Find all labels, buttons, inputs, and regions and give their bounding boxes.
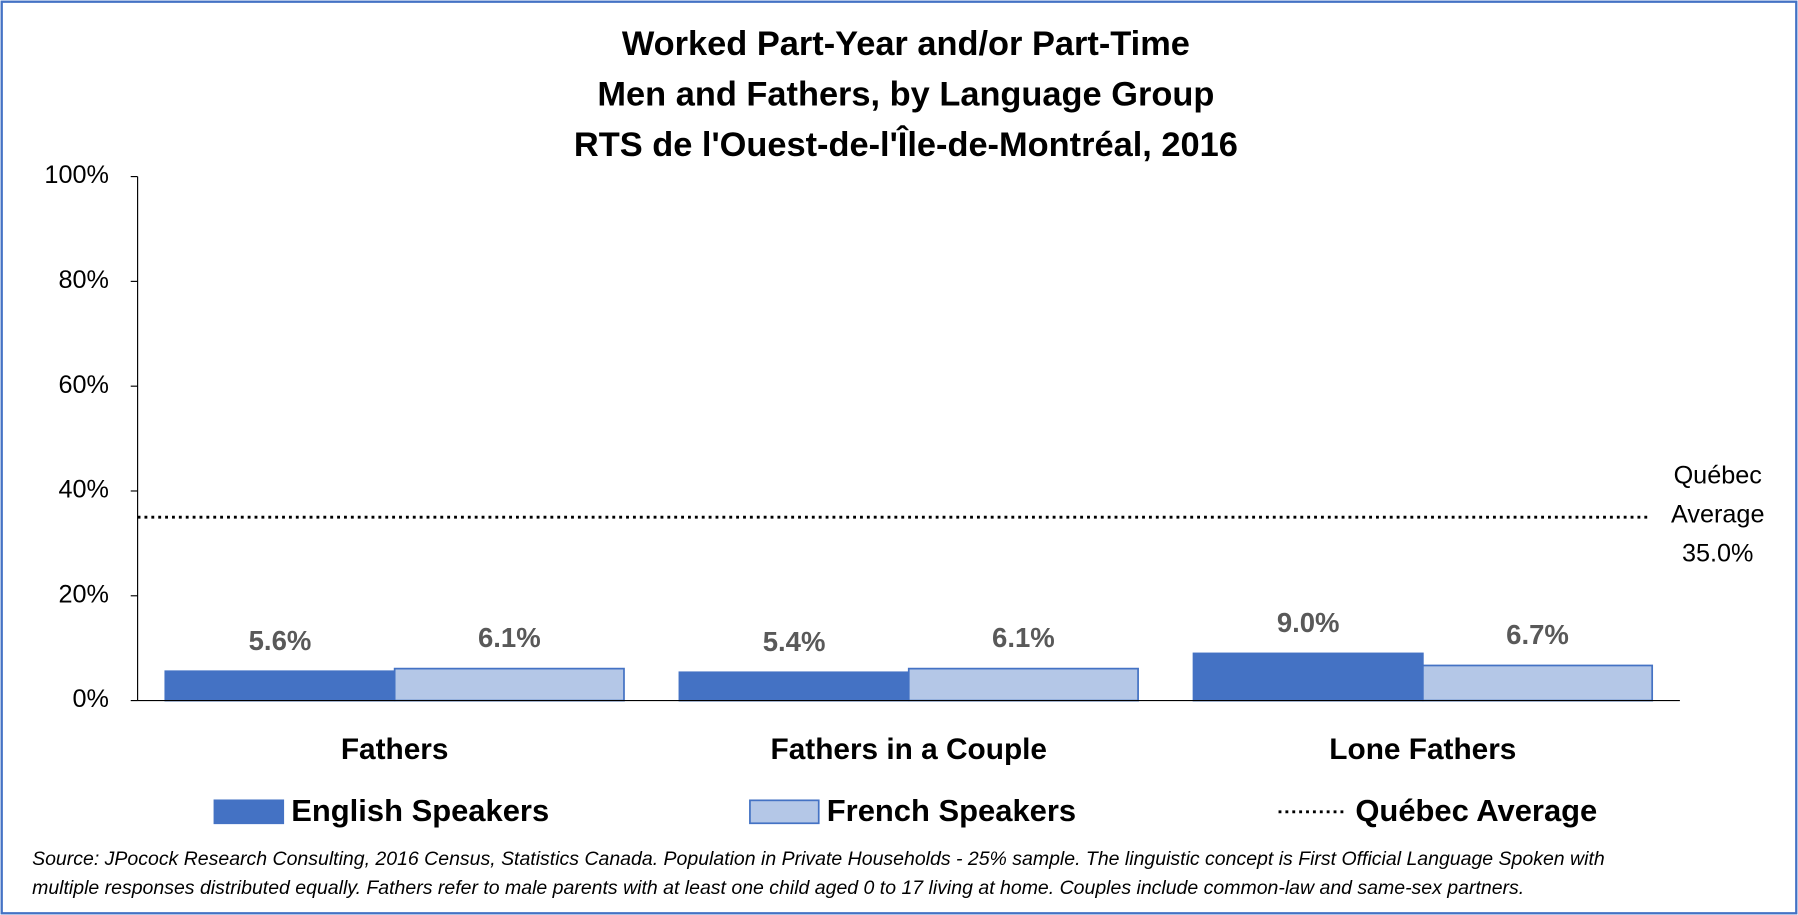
source-note: multiple responses distributed equally. … — [32, 877, 1524, 899]
bar — [393, 667, 625, 702]
x-tick-label: Fathers in a Couple — [770, 733, 1047, 766]
data-label: 6.7% — [1506, 619, 1569, 650]
bar — [1421, 664, 1654, 702]
data-label: 5.4% — [763, 626, 826, 657]
x-tick-label: Lone Fathers — [1329, 733, 1516, 766]
data-label: 5.6% — [249, 625, 312, 656]
legend-label: Québec Average — [1355, 793, 1597, 828]
y-tick-label: 20% — [58, 580, 108, 608]
y-tick-label: 60% — [58, 371, 108, 399]
data-label: 6.1% — [992, 622, 1055, 653]
x-tick-label: Fathers — [341, 733, 449, 766]
chart-title: RTS de l'Ouest-de-l'Île-de-Montréal, 201… — [574, 124, 1238, 164]
reference-label: Average — [1671, 501, 1764, 529]
y-tick-label: 40% — [58, 476, 108, 504]
data-label: 6.1% — [478, 622, 541, 653]
data-label: 9.0% — [1277, 607, 1340, 638]
legend-label: English Speakers — [291, 793, 549, 828]
reference-label: Québec — [1674, 462, 1762, 490]
y-tick-label: 80% — [58, 266, 108, 294]
y-tick-label: 100% — [44, 161, 109, 189]
source-note: Source: JPocock Research Consulting, 201… — [32, 848, 1605, 870]
bar — [907, 667, 1139, 702]
legend-label: French Speakers — [827, 793, 1076, 828]
y-tick-label: 0% — [72, 685, 108, 713]
bar — [164, 670, 396, 702]
bar — [678, 671, 910, 702]
legend-swatch — [749, 799, 820, 825]
legend-swatch — [213, 799, 285, 825]
bar — [1192, 652, 1424, 702]
chart-title: Men and Fathers, by Language Group — [597, 75, 1214, 113]
reference-label: 35.0% — [1682, 540, 1754, 568]
chart-title: Worked Part-Year and/or Part-Time — [622, 25, 1190, 63]
